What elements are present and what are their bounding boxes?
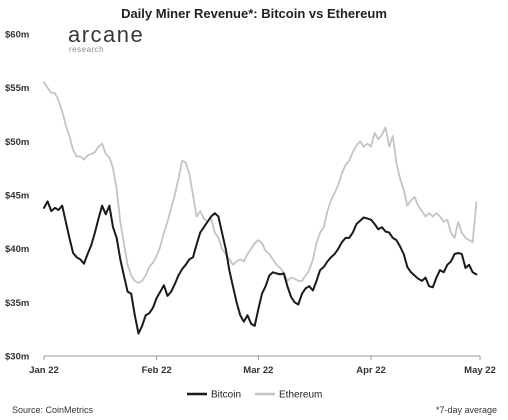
ethereum-series-line: [43, 81, 478, 284]
y-tick-label: $40m: [5, 244, 29, 255]
ethereum-legend-label: Ethereum: [279, 390, 322, 401]
y-tick-label: $60m: [5, 30, 29, 41]
x-axis: Jan 22 Feb 22 Mar 22 Apr 22 May 22: [29, 356, 496, 376]
y-tick-label: $50m: [5, 137, 29, 148]
brand-logo: arcane research: [68, 22, 144, 54]
average-footnote: *7-day average: [436, 405, 497, 415]
source-note: Source: CoinMetrics: [12, 405, 94, 415]
bitcoin-series-line: [43, 200, 478, 335]
x-tick-label: Apr 22: [356, 365, 386, 376]
brand-tagline: research: [69, 45, 104, 54]
x-tick-label: Mar 22: [243, 365, 273, 376]
x-tick-label: May 22: [464, 365, 496, 376]
y-tick-label: $45m: [5, 191, 29, 202]
y-axis: $30m $35m $40m $45m $50m $55m $60m: [5, 30, 29, 363]
series-layer: [43, 81, 478, 335]
x-tick-label: Jan 22: [29, 365, 59, 376]
y-tick-label: $35m: [5, 298, 29, 309]
legend: Bitcoin Ethereum: [187, 390, 322, 401]
bitcoin-legend-label: Bitcoin: [211, 390, 241, 401]
chart-title: Daily Miner Revenue*: Bitcoin vs Ethereu…: [121, 6, 387, 21]
x-tick-label: Feb 22: [142, 365, 172, 376]
y-tick-label: $55m: [5, 83, 29, 94]
brand-name: arcane: [68, 22, 144, 47]
y-tick-label: $30m: [5, 352, 29, 363]
